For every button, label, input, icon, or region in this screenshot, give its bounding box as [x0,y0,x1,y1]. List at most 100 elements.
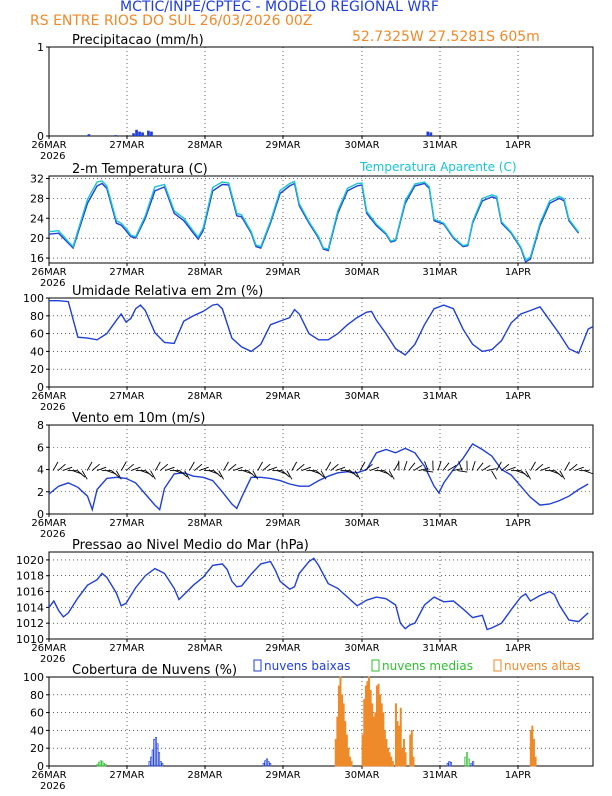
panel-title: Umidade Relativa em 2m (%) [72,284,263,299]
cloud-bar-2 [387,748,388,766]
wind-vector [233,467,242,470]
x-year-label: 2026 [40,529,65,540]
cloud-bar-0 [160,762,161,767]
cloud-bar-0 [266,759,267,766]
y-tick-label: 80 [30,310,44,323]
panel-title: Precipitacao (mm/h) [72,33,204,48]
cloud-bar-2 [397,722,398,767]
y-tick-label: 60 [30,707,44,720]
wind-vector [404,461,407,471]
cloud-legend-label: nuvens altas [504,659,580,673]
precip-bar [88,134,91,136]
cloud-bar-0 [157,744,158,766]
cloud-legend-label: nuvens medias [382,659,473,673]
precip-bar [132,133,135,136]
precip-bar [427,132,430,137]
x-tick-label: 29MAR [265,770,300,781]
panel-title: Cobertura de Nuvens (%) [72,663,237,678]
wind-vector [457,471,467,473]
y-tick-label: 2 [37,486,44,499]
y-tick-label: 1020 [16,554,44,567]
x-tick-label: 31MAR [422,643,457,654]
cloud-bar-2 [362,735,363,766]
cloud-bar-2 [349,757,350,766]
wind-vector [97,467,106,470]
x-tick-label: 27MAR [109,391,144,402]
cloud-bar-2 [389,753,390,766]
cloud-bar-2 [367,682,368,767]
series-line-wind-0 [49,444,588,510]
x-tick-label: 30MAR [344,140,379,151]
x-tick-label: 29MAR [265,267,300,278]
x-tick-label: 26MAR [31,140,66,151]
x-tick-label: 31MAR [422,770,457,781]
series-line-temp-1 [49,181,579,260]
y-tick-label: 28 [30,192,44,205]
cloud-bar-1 [105,764,106,766]
x-tick-label: 28MAR [187,770,222,781]
precip-bar [147,131,150,136]
cloud-bar-2 [372,704,373,766]
y-tick-label: 6 [37,441,44,454]
panel-title: 2-m Temperatura (C) [72,162,208,177]
cloud-bar-2 [343,704,344,766]
cloud-bar-2 [378,684,379,766]
y-tick-label: 100 [23,671,44,684]
x-tick-label: 29MAR [265,391,300,402]
x-tick-label: 26MAR [31,518,66,529]
y-tick-label: 40 [30,724,44,737]
x-tick-label: 26MAR [31,391,66,402]
cloud-bar-0 [154,739,155,766]
wind-vector [302,467,311,470]
cloud-bar-2 [376,686,377,766]
y-tick-label: 4 [37,464,44,477]
wind-vector [584,471,593,474]
x-tick-label: 28MAR [187,643,222,654]
y-tick-label: 1018 [16,570,44,583]
cloud-bar-2 [345,722,346,767]
series-line-rh-0 [49,301,593,355]
cloud-bar-2 [381,704,382,766]
cloud-bar-1 [99,762,100,766]
wind-vector [267,467,276,470]
y-tick-label: 8 [37,419,44,432]
wind-vector [370,467,379,470]
x-tick-label: 30MAR [344,643,379,654]
y-tick-label: 20 [30,363,44,376]
x-tick-label: 27MAR [109,267,144,278]
plot-frame [49,677,593,766]
wind-vector [360,462,365,471]
cloud-bar-2 [365,686,366,766]
cloud-bar-2 [380,695,381,766]
cloud-bar-0 [450,762,451,766]
cloud-bar-2 [383,713,384,766]
x-year-label: 2026 [40,402,65,413]
cloud-bar-2 [368,677,369,766]
cloud-bar-0 [152,750,153,766]
wind-vector [326,462,331,471]
x-year-label: 2026 [40,151,65,162]
wind-vector [472,461,475,471]
cloud-bar-2 [348,748,349,766]
wind-vector [492,471,497,480]
wind-vector [487,469,497,471]
x-tick-label: 26MAR [31,643,66,654]
cloud-bar-1 [465,757,466,766]
cloud-bar-2 [403,739,404,766]
cloud-bar-2 [530,730,531,766]
cloud-bar-1 [466,753,467,766]
x-tick-label: 29MAR [265,643,300,654]
panel-title: Pressao ao Nivel Medio do Mar (hPa) [72,538,309,553]
cloud-bar-2 [351,762,352,767]
wind-vector [438,461,441,471]
precip-bar [430,132,433,136]
precip-bar [114,135,117,136]
y-tick-label: 80 [30,689,44,702]
cloud-bar-2 [391,757,392,766]
wind-vector [477,463,483,471]
cloud-bar-2 [375,713,376,766]
